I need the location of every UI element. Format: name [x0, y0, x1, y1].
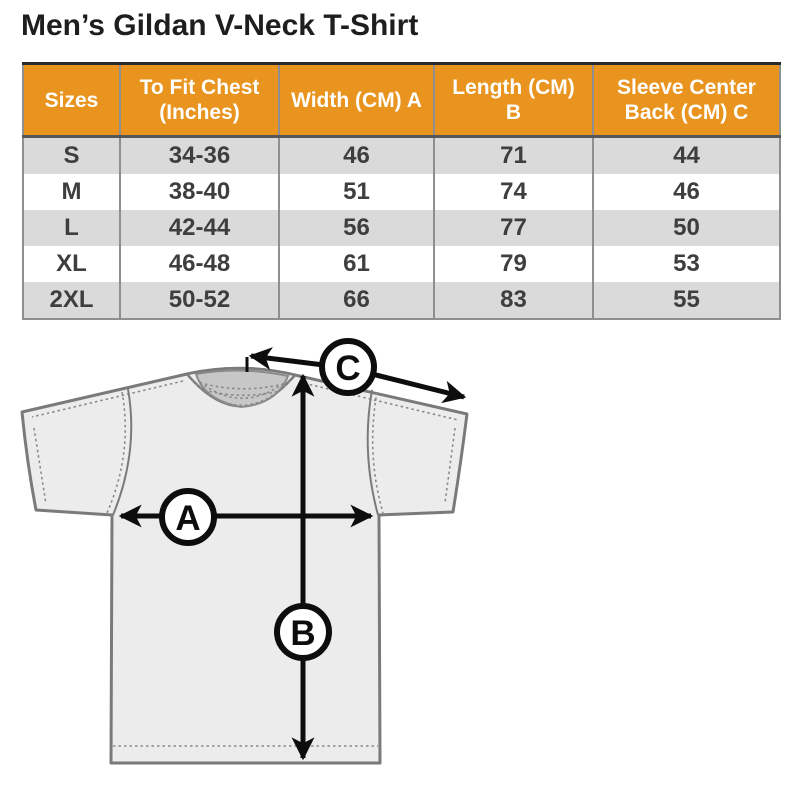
width-cell: 46: [278, 136, 434, 174]
size-cell: L: [23, 210, 120, 246]
width-cell: 66: [278, 282, 434, 319]
measure-circle-c: [319, 338, 377, 396]
collar-outer-stitch: [191, 379, 291, 407]
stitch-lines: [31, 379, 459, 747]
left-armhole-stitch: [106, 391, 127, 514]
size-cell: XL: [23, 246, 120, 282]
tshirt-measurement-diagram: A B C: [0, 330, 800, 791]
page-title: Men’s Gildan V-Neck T-Shirt: [21, 9, 419, 42]
table-header-row: Sizes To Fit Chest (Inches) Width (CM) A …: [23, 62, 780, 138]
table-row: S 34-36 46 71 44: [23, 136, 780, 174]
table-row: M 38-40 51 74 46: [23, 174, 780, 210]
chest-cell: 42-44: [119, 210, 279, 246]
left-sleeve-hem-stitch: [33, 427, 47, 505]
length-cell: 79: [433, 246, 593, 282]
measure-circle-b: [274, 603, 332, 661]
sleeve-cell: 53: [592, 246, 780, 282]
col-header-chest: To Fit Chest (Inches): [119, 62, 279, 138]
col-header-sleeve: Sleeve Center Back (CM) C: [592, 62, 780, 138]
width-cell: 51: [278, 174, 434, 210]
col-header-sizes: Sizes: [23, 62, 120, 138]
back-collar-stitch-2: [203, 389, 281, 397]
length-cell: 74: [433, 174, 593, 210]
width-cell: 61: [278, 246, 434, 282]
length-cell: 77: [433, 210, 593, 246]
table-row: L 42-44 56 77 50: [23, 210, 780, 246]
right-sleeve-hem-stitch: [444, 427, 456, 504]
width-cell: 56: [278, 210, 434, 246]
length-cell: 83: [433, 282, 593, 319]
measurement-circles: [159, 338, 377, 661]
left-shoulder-stitch: [31, 380, 184, 418]
chest-cell: 38-40: [119, 174, 279, 210]
table-row: 2XL 50-52 66 83 55: [23, 282, 780, 319]
measure-label-b: B: [290, 614, 315, 653]
right-armhole-stitch: [371, 391, 384, 514]
table-row: XL 46-48 61 79 53: [23, 246, 780, 282]
measure-circle-a: [159, 488, 217, 546]
chest-cell: 50-52: [119, 282, 279, 319]
sleeve-cell: 55: [592, 282, 780, 319]
size-cell: S: [23, 136, 120, 174]
length-cell: 71: [433, 136, 593, 174]
armhole-seams: [112, 388, 379, 516]
size-cell: 2XL: [23, 282, 120, 319]
chest-cell: 34-36: [119, 136, 279, 174]
col-header-width: Width (CM) A: [278, 62, 434, 138]
right-armhole-seam: [366, 389, 379, 516]
size-cell: M: [23, 174, 120, 210]
sleeve-cell: 44: [592, 136, 780, 174]
measure-label-a: A: [175, 499, 200, 538]
tshirt-diagram-svg: A B C: [20, 338, 469, 765]
collar-inner-stitch: [199, 381, 285, 400]
tshirt-outline: [20, 366, 469, 765]
col-header-length: Length (CM) B: [433, 62, 593, 138]
measure-label-c: C: [335, 349, 360, 388]
left-armhole-seam: [112, 388, 133, 516]
chest-cell: 46-48: [119, 246, 279, 282]
size-chart-table: Sizes To Fit Chest (Inches) Width (CM) A …: [22, 62, 781, 320]
sleeve-cell: 50: [592, 210, 780, 246]
sleeve-cell: 46: [592, 174, 780, 210]
